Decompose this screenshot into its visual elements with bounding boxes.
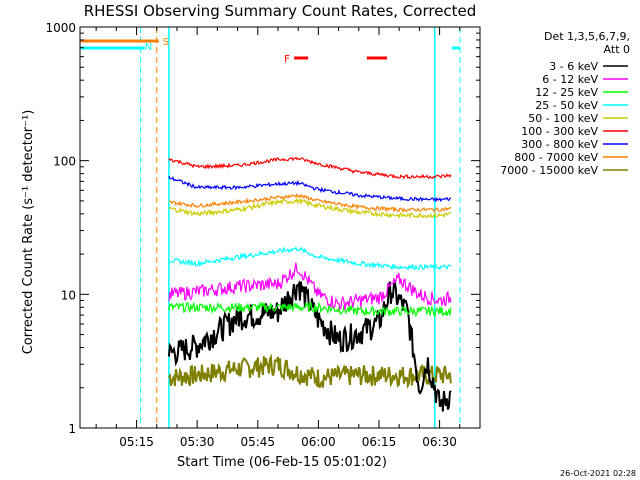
legend-label: 800 - 7000 keV <box>514 151 598 164</box>
legend-header-line-1: Det 1,3,5,6,7,9, <box>544 30 630 43</box>
y-tick-label: 1 <box>68 422 76 436</box>
legend-header-line-2: Att 0 <box>604 43 630 56</box>
legend-label: 300 - 800 keV <box>521 138 598 151</box>
x-tick-label: 06:30 <box>422 435 457 449</box>
timestamp: 26-Oct-2021 02:28 <box>560 469 636 478</box>
x-tick-label: 05:45 <box>240 435 275 449</box>
series-line-1 <box>168 262 452 311</box>
series-line-2 <box>168 301 452 318</box>
legend-label: 50 - 100 keV <box>528 112 598 125</box>
series-line-7 <box>168 193 452 213</box>
y-axis-label: Corrected Count Rate (s⁻¹ detector⁻¹) <box>21 110 36 355</box>
y-tick-label: 10 <box>61 288 76 302</box>
night-marker-label: N <box>145 42 152 53</box>
y-tick-label: 1000 <box>45 21 76 35</box>
series-line-5 <box>168 156 452 180</box>
saa-marker-label: S <box>163 37 169 48</box>
x-tick-label: 05:15 <box>119 435 154 449</box>
x-tick-label: 05:30 <box>180 435 215 449</box>
legend-label: 6 - 12 keV <box>542 73 598 86</box>
chart-title: RHESSI Observing Summary Count Rates, Co… <box>84 2 477 20</box>
legend-label: 7000 - 15000 keV <box>500 164 598 177</box>
series-line-6 <box>168 175 452 203</box>
plot-frame <box>79 26 481 429</box>
series-line-0 <box>167 279 452 412</box>
legend-label: 25 - 50 keV <box>535 99 598 112</box>
series-line-8 <box>168 353 452 390</box>
x-tick-label: 06:15 <box>362 435 397 449</box>
y-tick-label: 100 <box>53 155 76 169</box>
legend-label: 12 - 25 keV <box>535 86 598 99</box>
series-line-3 <box>168 246 452 271</box>
x-tick-label: 06:00 <box>301 435 336 449</box>
legend-label: 3 - 6 keV <box>549 60 598 73</box>
legend-label: 100 - 300 keV <box>521 125 598 138</box>
series-line-4 <box>168 197 452 220</box>
x-axis-label: Start Time (06-Feb-15 05:01:02) <box>177 455 387 470</box>
flare-marker-label: F <box>284 54 290 65</box>
